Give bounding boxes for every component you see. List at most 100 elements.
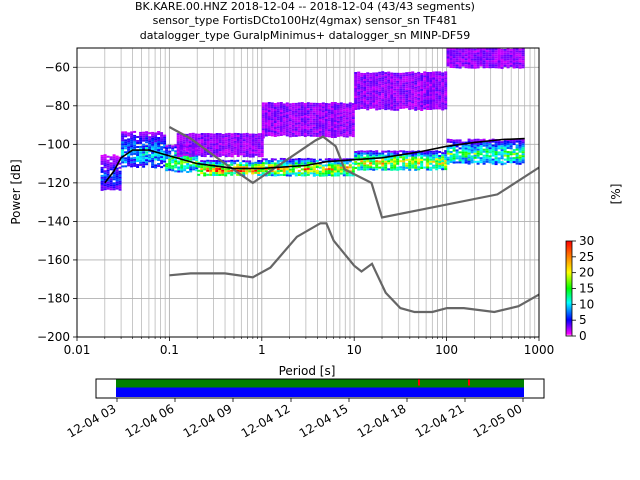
psd-cell	[191, 154, 195, 157]
psd-cell	[521, 60, 525, 63]
psd-cell	[357, 166, 361, 169]
psd-cell	[176, 143, 180, 146]
psd-cell	[518, 150, 522, 153]
psd-cell	[133, 162, 137, 165]
psd-cell	[449, 141, 453, 143]
psd-cell	[387, 152, 391, 155]
psd-cell	[521, 161, 525, 164]
data-availability-timeline: 12-04 03 12-04 06 12-04 09 12-04 12 12-04 15…	[65, 378, 545, 441]
psd-cell	[282, 129, 286, 132]
psd-cell	[294, 104, 298, 107]
psd-cell	[145, 141, 149, 144]
psd-cell	[429, 106, 433, 108]
psd-cell	[399, 80, 403, 83]
psd-cell	[300, 120, 304, 123]
psd-cell	[242, 139, 246, 142]
psd-cell	[369, 104, 373, 107]
psd-cell	[518, 56, 522, 59]
psd-cell	[387, 103, 391, 106]
psd-cell	[470, 151, 474, 154]
psd-cell	[497, 151, 501, 154]
psd-cell	[303, 162, 307, 165]
psd-cell	[435, 150, 439, 153]
psd-cell	[121, 133, 125, 136]
y-tick-label: −60	[45, 60, 70, 74]
psd-cell	[306, 108, 310, 111]
psd-cell	[348, 130, 352, 133]
psd-cell	[393, 72, 397, 75]
psd-cell	[458, 58, 462, 61]
psd-cell	[494, 151, 498, 154]
psd-cell	[254, 161, 258, 164]
psd-cell	[182, 145, 186, 148]
psd-cell	[470, 54, 474, 57]
psd-cell	[288, 127, 292, 130]
psd-cell	[426, 74, 430, 76]
timeline-data-bar	[116, 387, 524, 397]
psd-cell	[420, 167, 424, 169]
psd-cell	[279, 116, 283, 118]
psd-cell	[497, 161, 501, 164]
psd-cell	[285, 160, 289, 163]
psd-cell	[441, 158, 445, 161]
psd-cell	[455, 56, 459, 59]
psd-cell	[186, 163, 190, 165]
psd-cell	[133, 130, 137, 133]
psd-cell	[426, 92, 430, 94]
psd-cell	[345, 117, 349, 120]
psd-cell	[282, 162, 286, 164]
psd-cell	[357, 150, 361, 153]
psd-cell	[476, 66, 480, 69]
psd-cell	[461, 62, 465, 65]
psd-cell	[485, 156, 489, 159]
psd-cell	[393, 156, 397, 159]
psd-cell	[357, 81, 361, 84]
psd-cell	[405, 162, 409, 165]
psd-cell	[429, 90, 433, 92]
psd-cell	[177, 162, 181, 165]
psd-cell	[518, 148, 522, 151]
psd-cell	[414, 164, 418, 167]
psd-cell	[254, 153, 258, 156]
psd-cell	[145, 131, 149, 134]
psd-cell	[509, 60, 513, 63]
psd-cell	[485, 160, 489, 163]
psd-cell	[195, 169, 199, 172]
psd-cell	[100, 182, 104, 185]
psd-cell	[503, 146, 507, 149]
psd-cell	[121, 165, 125, 168]
psd-cell	[327, 131, 331, 134]
psd-cell	[315, 108, 319, 111]
psd-cell	[174, 158, 178, 161]
psd-cell	[503, 148, 507, 151]
psd-cell	[476, 50, 480, 53]
psd-cell	[497, 62, 501, 65]
psd-cell	[464, 52, 468, 55]
psd-cell	[411, 103, 415, 106]
psd-cell	[291, 114, 295, 117]
psd-cell	[441, 88, 445, 91]
psd-cell	[124, 131, 128, 134]
psd-cell	[354, 100, 358, 102]
psd-cell	[118, 178, 122, 181]
psd-cell	[321, 132, 325, 135]
psd-cell	[130, 131, 134, 134]
psd-cell	[458, 64, 462, 67]
psd-cell	[444, 75, 448, 78]
psd-cell	[330, 128, 334, 130]
psd-cell	[163, 164, 167, 167]
psd-cell	[177, 166, 181, 169]
psd-cell	[242, 155, 246, 158]
psd-cell	[297, 134, 301, 137]
psd-cell	[224, 170, 228, 173]
psd-cell	[294, 110, 298, 113]
psd-cell	[206, 159, 210, 162]
psd-cell	[165, 169, 169, 172]
psd-cell	[455, 62, 459, 65]
psd-cell	[446, 150, 450, 153]
psd-cell	[324, 113, 328, 115]
psd-cell	[139, 151, 143, 154]
psd-cell	[402, 156, 406, 159]
psd-cell	[218, 135, 222, 138]
psd-cell	[366, 86, 370, 89]
